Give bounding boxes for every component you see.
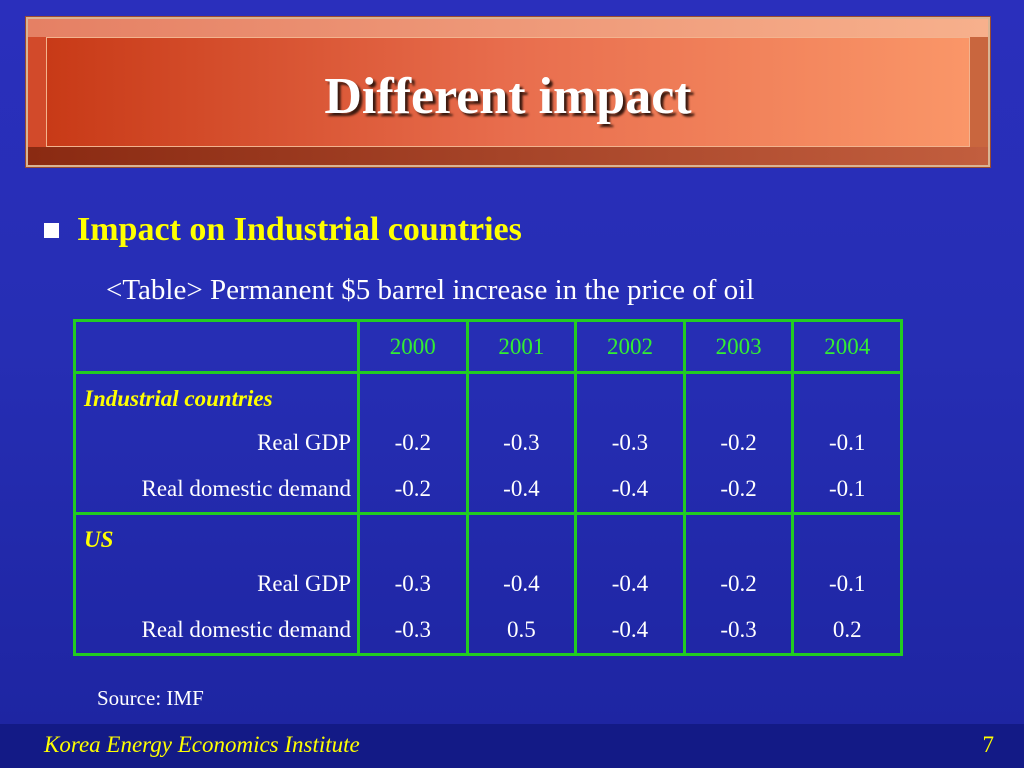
table-row: Real domestic demand -0.3 0.5 -0.4 -0.3 …: [73, 607, 903, 656]
table-cell: -0.4: [574, 466, 686, 515]
slide-title: Different impact: [324, 68, 692, 125]
group-name: Industrial countries: [73, 372, 360, 420]
table-cell: -0.3: [357, 560, 469, 608]
bullet-item: Impact on Industrial countries: [44, 208, 522, 252]
header-empty-cell: [73, 319, 360, 374]
plaque-face: [46, 37, 970, 147]
row-label: Real domestic demand: [73, 607, 360, 656]
title-plaque: Different impact: [26, 17, 990, 167]
header-year: 2003: [682, 319, 795, 374]
empty-cell: [682, 372, 795, 420]
empty-cell: [357, 372, 469, 420]
header-year: 2004: [791, 319, 903, 374]
plaque-bevel-bottom: [28, 147, 988, 165]
table-cell: -0.3: [574, 419, 686, 467]
table-cell: -0.2: [682, 466, 795, 515]
header-year: 2001: [465, 319, 578, 374]
plaque-bevel-top: [28, 19, 988, 37]
impact-table: 2000 2001 2002 2003 2004 Industrial coun…: [73, 319, 903, 656]
header-year: 2000: [357, 319, 469, 374]
page-number: 7: [982, 732, 995, 757]
table-cell: -0.2: [357, 419, 469, 467]
plaque-bevel-right: [970, 37, 988, 147]
group-row: US: [73, 513, 903, 561]
table-cell: -0.1: [791, 466, 903, 515]
empty-cell: [465, 513, 578, 561]
table-cell: -0.3: [357, 607, 469, 656]
table-cell: -0.4: [465, 466, 578, 515]
table-caption: <Table> Permanent $5 barrel increase in …: [106, 274, 755, 306]
footer-organization: Korea Energy Economics Institute: [44, 732, 360, 757]
table-cell: -0.1: [791, 560, 903, 608]
row-label: Real GDP: [73, 560, 360, 608]
table-cell: -0.2: [357, 466, 469, 515]
empty-cell: [791, 372, 903, 420]
row-label: Real domestic demand: [73, 466, 360, 515]
table-cell: 0.5: [465, 607, 578, 656]
table-cell: -0.3: [682, 607, 795, 656]
slide-footer: Korea Energy Economics Institute 7: [0, 724, 1024, 768]
table-cell: -0.2: [682, 560, 795, 608]
table-cell: -0.2: [682, 419, 795, 467]
table-row: Real domestic demand -0.2 -0.4 -0.4 -0.2…: [73, 466, 903, 515]
row-label: Real GDP: [73, 419, 360, 467]
empty-cell: [574, 372, 686, 420]
bullet-text: Impact on Industrial countries: [77, 211, 522, 248]
source-note: Source: IMF: [97, 686, 204, 710]
table-cell: -0.4: [574, 607, 686, 656]
empty-cell: [682, 513, 795, 561]
table-cell: 0.2: [791, 607, 903, 656]
group-name: US: [73, 513, 360, 561]
empty-cell: [357, 513, 469, 561]
table-cell: -0.1: [791, 419, 903, 467]
table-cell: -0.4: [574, 560, 686, 608]
square-bullet-icon: [44, 222, 59, 238]
header-year: 2002: [574, 319, 686, 374]
table-cell: -0.4: [465, 560, 578, 608]
table-cell: -0.3: [465, 419, 578, 467]
empty-cell: [465, 372, 578, 420]
table-row: Real GDP -0.3 -0.4 -0.4 -0.2 -0.1: [73, 560, 903, 608]
empty-cell: [791, 513, 903, 561]
table-row: Real GDP -0.2 -0.3 -0.3 -0.2 -0.1: [73, 419, 903, 467]
group-row: Industrial countries: [73, 372, 903, 420]
plaque-bevel-left: [28, 37, 46, 147]
empty-cell: [574, 513, 686, 561]
table-header-row: 2000 2001 2002 2003 2004: [73, 319, 903, 374]
